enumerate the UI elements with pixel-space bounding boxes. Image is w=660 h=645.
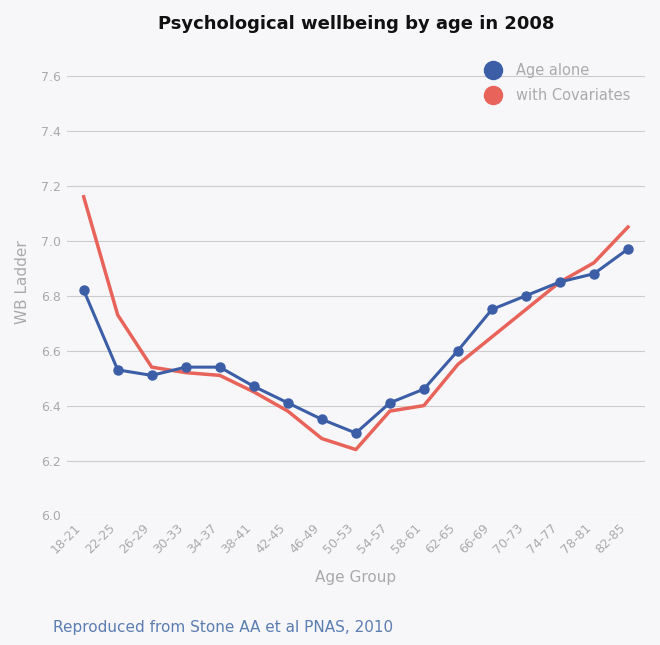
Title: Psychological wellbeing by age in 2008: Psychological wellbeing by age in 2008: [158, 15, 554, 33]
X-axis label: Age Group: Age Group: [315, 570, 397, 585]
Legend: Age alone, with Covariates: Age alone, with Covariates: [471, 55, 638, 110]
Y-axis label: WB Ladder: WB Ladder: [15, 240, 30, 324]
Text: Reproduced from Stone AA et al PNAS, 2010: Reproduced from Stone AA et al PNAS, 201…: [53, 620, 393, 635]
